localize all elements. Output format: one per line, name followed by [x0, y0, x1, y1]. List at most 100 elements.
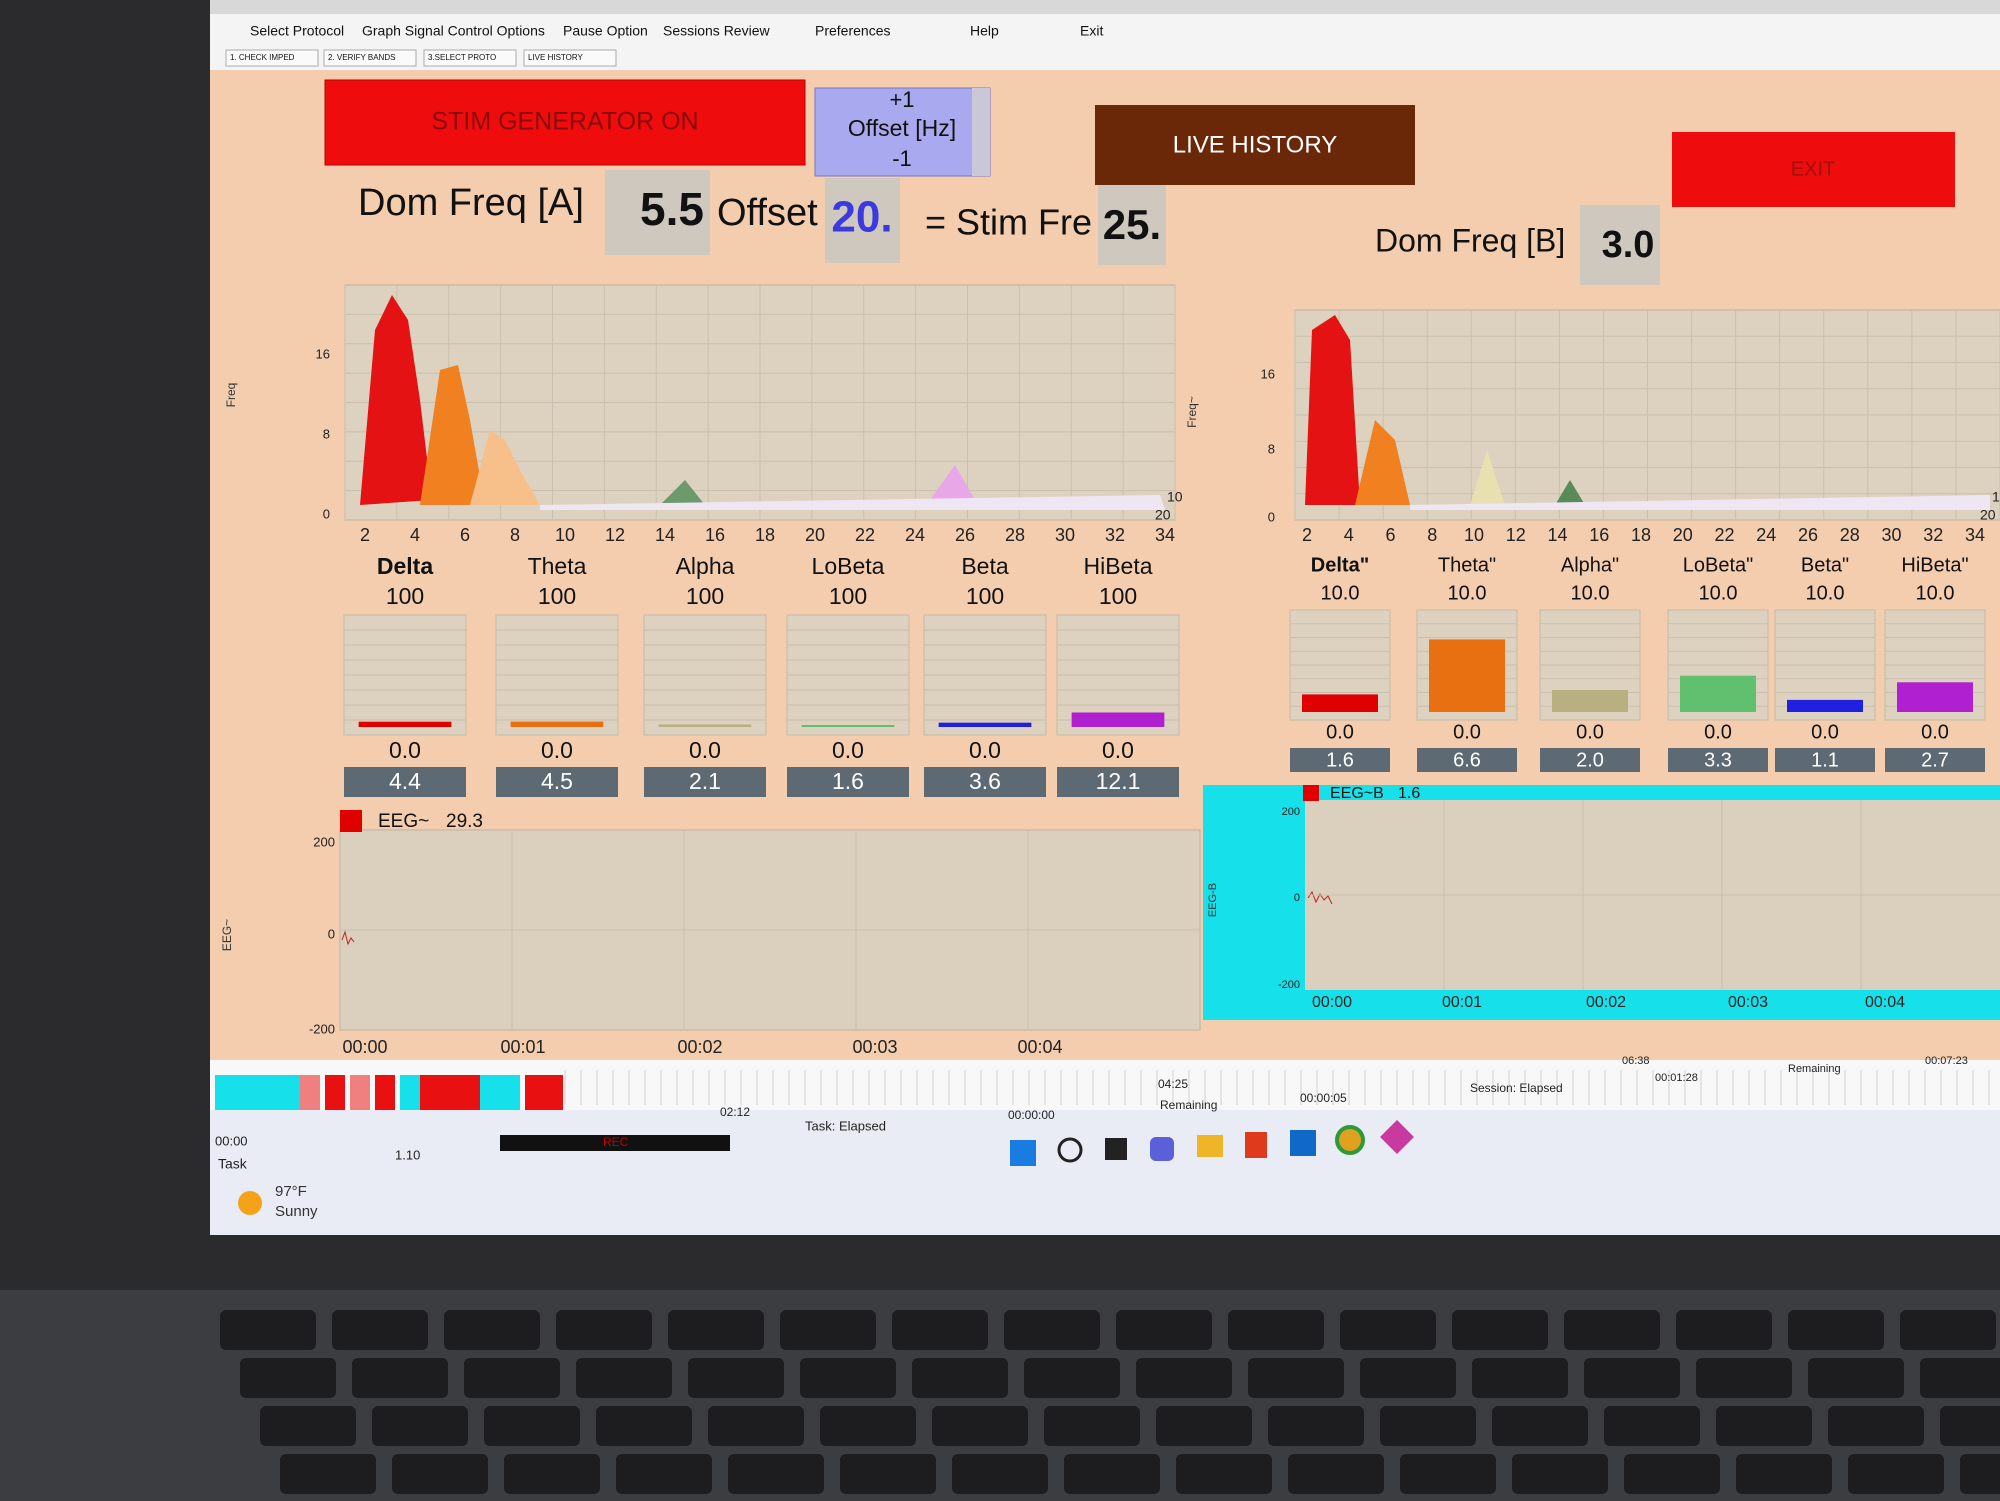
status-text: 02:12 — [720, 1105, 750, 1119]
ridge — [540, 495, 1165, 510]
band-name: LoBeta" — [1683, 554, 1754, 576]
eeg-a-axis-label: EEG~ — [220, 919, 234, 951]
live-history-button[interactable] — [1095, 105, 1415, 185]
offset-up[interactable]: +1 — [889, 87, 914, 112]
menu-item[interactable]: Graph Signal Control Options — [362, 23, 545, 39]
status-text: Session: Elapsed — [1470, 1081, 1563, 1095]
x-tick-label: 16 — [1589, 525, 1609, 545]
key — [780, 1310, 876, 1350]
key — [1940, 1406, 2000, 1446]
toolbar-item[interactable]: LIVE HISTORY — [528, 53, 584, 62]
band-name: LoBeta — [812, 553, 885, 579]
exit-button[interactable] — [1672, 132, 1955, 207]
outlook-icon[interactable] — [1290, 1130, 1316, 1156]
band-reward: 0.0 — [1453, 721, 1481, 743]
menu-item[interactable]: Help — [970, 23, 999, 39]
peak — [420, 365, 485, 505]
status-text: 04:25 — [1158, 1077, 1188, 1091]
explorer-icon[interactable] — [1197, 1135, 1223, 1157]
key — [1400, 1454, 1496, 1494]
band-bar — [1787, 699, 1863, 712]
band-reward: 0.0 — [969, 737, 1001, 763]
band-bar — [938, 722, 1032, 727]
key — [352, 1358, 448, 1398]
start-icon[interactable] — [1010, 1140, 1036, 1166]
eeg-b-axis-label: EEG-B — [1207, 883, 1219, 917]
key — [1248, 1358, 1344, 1398]
taskview-icon[interactable] — [1105, 1138, 1127, 1160]
x-tick-label: 6 — [1385, 525, 1395, 545]
key — [1900, 1310, 1996, 1350]
toolbar-dropdown[interactable] — [323, 49, 417, 67]
offset-spinner[interactable] — [814, 87, 991, 177]
timeline-segment — [525, 1075, 563, 1110]
band-bar — [1302, 694, 1378, 712]
status-text: 00:01:28 — [1655, 1072, 1698, 1084]
x-tick-label: 00:04 — [1865, 994, 1905, 1011]
key — [504, 1454, 600, 1494]
spinner-arrows[interactable] — [972, 88, 990, 176]
key — [1380, 1406, 1476, 1446]
timeline-segment — [420, 1075, 480, 1110]
toolbar-dropdown[interactable] — [225, 49, 319, 67]
menu-item[interactable]: Pause Option — [563, 23, 648, 39]
x-tick-label: 00:00 — [1312, 994, 1352, 1011]
key — [1848, 1454, 1944, 1494]
toolbar-item[interactable]: 3.SELECT PROTO — [428, 53, 496, 62]
toolbar-item[interactable]: 2. VERIFY BANDS — [328, 53, 395, 62]
x-tick-label: 00:03 — [852, 1037, 897, 1057]
stim-button[interactable] — [324, 79, 806, 166]
office-icon[interactable] — [1245, 1132, 1267, 1158]
eeg-a-legend-swatch — [340, 810, 362, 832]
key — [1716, 1406, 1812, 1446]
x-tick-label: 18 — [1631, 525, 1651, 545]
status-text: 00:00:00 — [1008, 1108, 1055, 1122]
x-tick-label: 4 — [410, 525, 420, 545]
teams-icon[interactable] — [1150, 1137, 1174, 1161]
band-scale: 100 — [386, 583, 424, 609]
peak — [1470, 450, 1505, 505]
dom-freq-a: 5.5 — [640, 183, 704, 235]
band-name: Alpha" — [1561, 554, 1619, 576]
search-icon[interactable] — [1057, 1137, 1083, 1163]
stim-button-label[interactable]: STIM GENERATOR ON — [431, 108, 698, 136]
x-tick-label: 18 — [755, 525, 775, 545]
band-value: 12.1 — [1096, 768, 1141, 794]
chrome-icon[interactable] — [1335, 1125, 1365, 1155]
x-tick-label: 32 — [1105, 525, 1125, 545]
key — [556, 1310, 652, 1350]
axis-label: Freq~ — [1185, 396, 1199, 428]
key — [444, 1310, 540, 1350]
band-scale: 100 — [538, 583, 576, 609]
eeg-a-trace — [341, 930, 355, 946]
toolbar-dropdown[interactable] — [523, 49, 617, 67]
band-value-box — [644, 767, 766, 797]
key — [1268, 1406, 1364, 1446]
exit-label[interactable]: EXIT — [1791, 158, 1835, 180]
key — [1288, 1454, 1384, 1494]
band-bar — [358, 721, 452, 727]
band-scale: 100 — [966, 583, 1004, 609]
menu-item[interactable]: Select Protocol — [250, 23, 344, 39]
weather-temp: 97°F — [275, 1183, 307, 1200]
key — [616, 1454, 712, 1494]
value-box — [825, 178, 900, 263]
toolbar-item[interactable]: 1. CHECK IMPED — [230, 53, 295, 62]
menu-item[interactable]: Exit — [1080, 23, 1103, 39]
eeg-a-legend: EEG~ — [378, 811, 429, 832]
offset-down[interactable]: -1 — [892, 146, 912, 171]
band-value: 3.3 — [1704, 749, 1732, 771]
x-tick-label: 26 — [1798, 525, 1818, 545]
live-history-label[interactable]: LIVE HISTORY — [1173, 131, 1338, 158]
x-tick-label: 00:01 — [500, 1037, 545, 1057]
band-name: Theta" — [1438, 554, 1496, 576]
band-value-box — [1417, 748, 1517, 772]
app-icon[interactable] — [1380, 1120, 1414, 1154]
key — [1024, 1358, 1120, 1398]
depth-tick-label: 10 — [1992, 489, 2000, 505]
menu-item[interactable]: Preferences — [815, 23, 890, 39]
menu-item[interactable]: Sessions Review — [663, 23, 770, 39]
band-value-box — [496, 767, 618, 797]
toolbar-dropdown[interactable] — [423, 49, 517, 67]
